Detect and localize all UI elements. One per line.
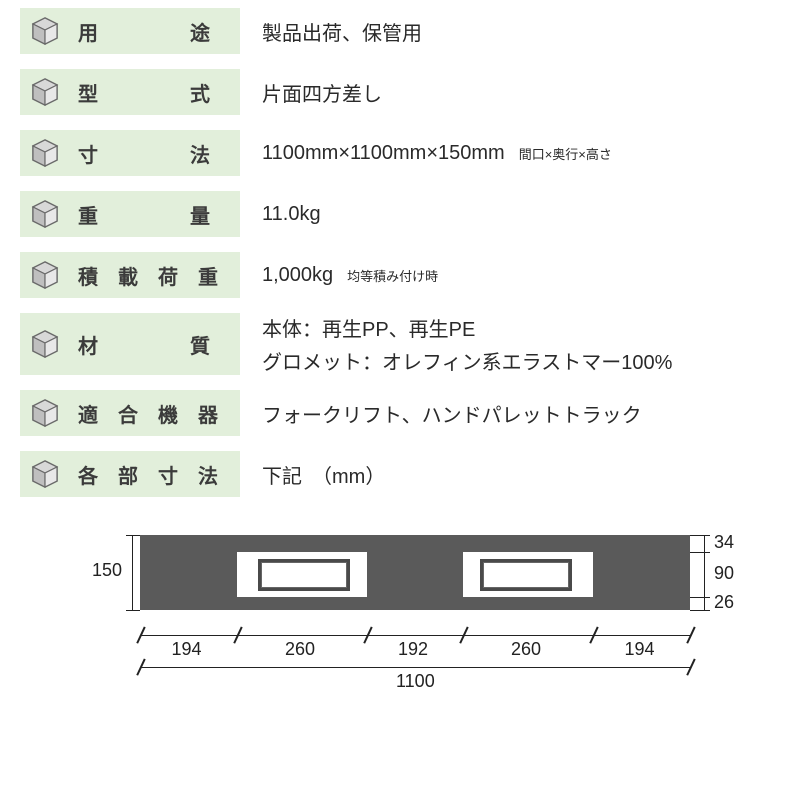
spec-value-line: グロメット：オレフィン系エラストマー100% <box>262 346 780 375</box>
dim-h3: 26 <box>714 592 734 613</box>
dim-line <box>690 610 710 611</box>
spec-value: 製品出荷、保管用 <box>262 17 422 46</box>
spec-value: 1100mm×1100mm×150mm <box>262 142 505 165</box>
spec-row: 寸 法 1100mm×1100mm×150mm 間口×奥行×高さ <box>20 130 780 176</box>
spec-label: 積載荷重 <box>78 261 230 290</box>
spec-row: 適合機器 フォークリフト、ハンドパレットトラック <box>20 390 780 436</box>
cube-icon <box>30 138 60 168</box>
pallet-opening <box>480 559 572 591</box>
dim-line <box>140 667 690 668</box>
spec-label-cell: 各部寸法 <box>20 451 240 497</box>
spec-row: 積載荷重 1,000kg 均等積み付け時 <box>20 252 780 298</box>
spec-row: 重 量 11.0kg <box>20 191 780 237</box>
spec-row: 材 質 本体：再生PP、再生PE グロメット：オレフィン系エラストマー100% <box>20 313 780 375</box>
dim-section-label: 192 <box>398 639 428 660</box>
cube-icon <box>30 199 60 229</box>
dim-h2: 90 <box>714 563 734 584</box>
dim-section-label: 194 <box>625 639 655 660</box>
pallet-leg <box>140 552 237 597</box>
pallet-bottom-deck <box>140 597 690 610</box>
cube-icon <box>30 77 60 107</box>
spec-label-cell: 寸 法 <box>20 130 240 176</box>
spec-table: 用 途 製品出荷、保管用型 式 片面四方差し寸 法 1100mm×1100mm×150… <box>20 8 780 497</box>
spec-value: 1,000kg <box>262 264 333 287</box>
cube-icon <box>30 459 60 489</box>
spec-row: 各部寸法 下記 （mm） <box>20 451 780 497</box>
dim-line <box>690 535 710 536</box>
dim-line <box>140 635 690 636</box>
spec-row: 用 途 製品出荷、保管用 <box>20 8 780 54</box>
dim-line <box>126 535 140 536</box>
spec-value-cell: 1100mm×1100mm×150mm 間口×奥行×高さ <box>240 142 780 165</box>
dim-line <box>704 535 705 610</box>
spec-label-cell: 材 質 <box>20 313 240 375</box>
dim-section-label: 260 <box>511 639 541 660</box>
cube-icon <box>30 329 60 359</box>
spec-label-cell: 型 式 <box>20 69 240 115</box>
spec-label: 寸 法 <box>78 139 230 168</box>
spec-label-cell: 用 途 <box>20 8 240 54</box>
spec-label-cell: 重 量 <box>20 191 240 237</box>
spec-label: 各部寸法 <box>78 460 230 489</box>
spec-label: 用 途 <box>78 17 230 46</box>
dim-section-label: 194 <box>172 639 202 660</box>
spec-label: 材 質 <box>78 330 230 359</box>
cube-icon <box>30 398 60 428</box>
dim-total: 1100 <box>396 671 435 692</box>
dim-line <box>690 552 710 553</box>
dim-line <box>126 610 140 611</box>
dim-line <box>132 535 133 610</box>
spec-value-cell: フォークリフト、ハンドパレットトラック <box>240 399 780 428</box>
spec-value-cell: 下記 （mm） <box>240 460 780 489</box>
pallet-top-deck <box>140 535 690 552</box>
dim-section-label: 260 <box>285 639 315 660</box>
spec-value-cell: 製品出荷、保管用 <box>240 17 780 46</box>
spec-value-note: 均等積み付け時 <box>347 266 438 285</box>
spec-value-cell: 1,000kg 均等積み付け時 <box>240 264 780 287</box>
spec-value-cell: 片面四方差し <box>240 78 780 107</box>
spec-value: フォークリフト、ハンドパレットトラック <box>262 399 642 428</box>
dimension-diagram: 150 34 90 26 194 260 192 260 194 1100 <box>20 525 780 715</box>
spec-label-cell: 積載荷重 <box>20 252 240 298</box>
spec-value-cell: 11.0kg <box>240 203 780 226</box>
cube-icon <box>30 16 60 46</box>
dim-line <box>690 597 710 598</box>
spec-label: 適合機器 <box>78 399 230 428</box>
spec-row: 型 式 片面四方差し <box>20 69 780 115</box>
spec-value-line: 本体：再生PP、再生PE <box>262 313 780 342</box>
spec-label: 型 式 <box>78 78 230 107</box>
pallet-side-view <box>140 535 690 610</box>
spec-label-cell: 適合機器 <box>20 390 240 436</box>
spec-value-note: 間口×奥行×高さ <box>519 144 612 163</box>
spec-value-cell: 本体：再生PP、再生PE グロメット：オレフィン系エラストマー100% <box>240 313 780 375</box>
spec-value: 片面四方差し <box>262 78 382 107</box>
dim-height-left: 150 <box>92 560 122 581</box>
spec-value: 11.0kg <box>262 203 321 226</box>
cube-icon <box>30 260 60 290</box>
pallet-leg <box>367 552 463 597</box>
spec-label: 重 量 <box>78 200 230 229</box>
spec-value: 下記 （mm） <box>262 460 385 489</box>
pallet-leg <box>593 552 690 597</box>
pallet-opening <box>258 559 350 591</box>
dim-h1: 34 <box>714 532 734 553</box>
